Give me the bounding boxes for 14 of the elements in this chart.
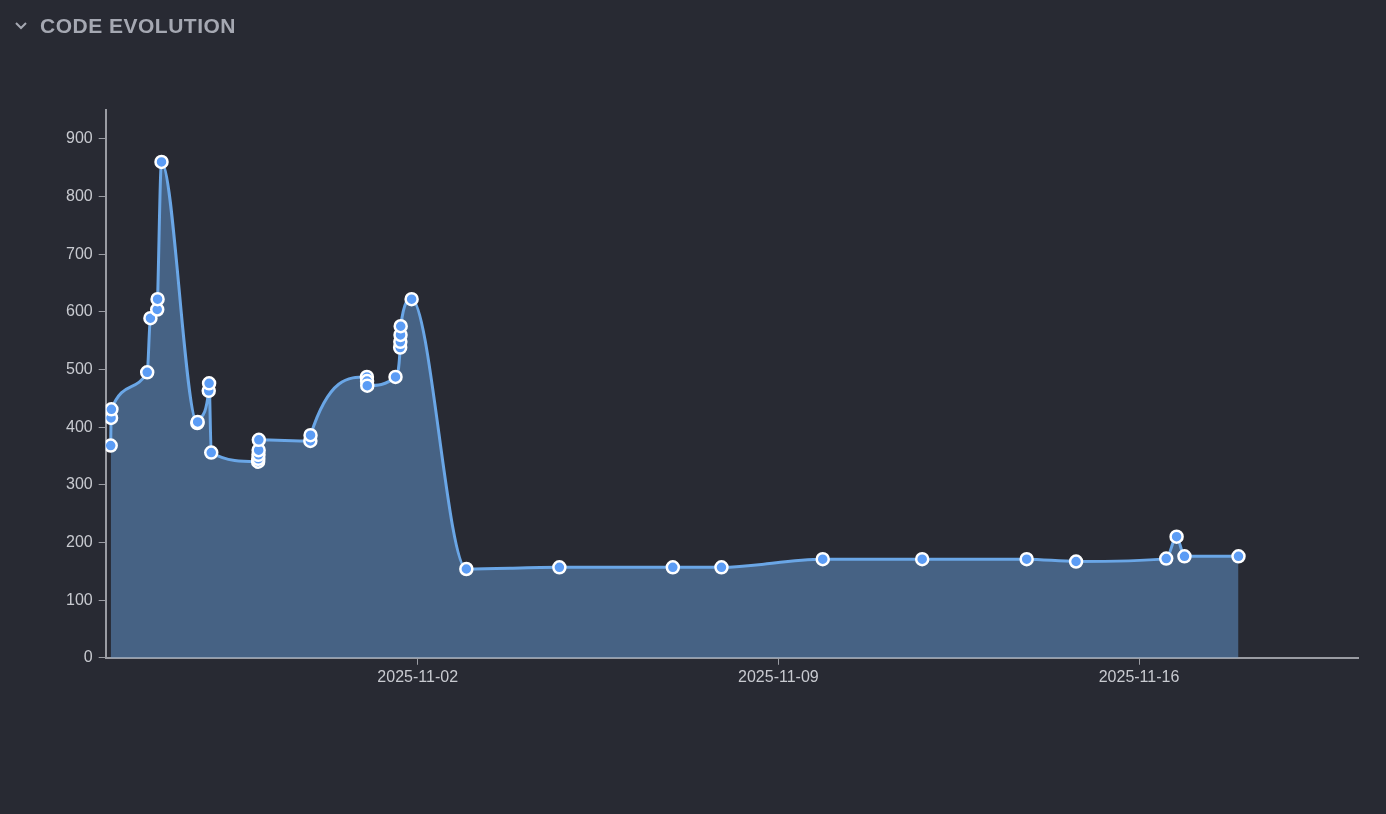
x-tick-label: 2025-11-02 xyxy=(377,667,459,685)
y-tick-label: 200 xyxy=(65,532,93,550)
y-tick-label: 400 xyxy=(65,417,93,435)
y-tick-label: 300 xyxy=(65,475,93,493)
y-tick-label: 100 xyxy=(65,590,93,608)
y-tick-label: 0 xyxy=(83,648,93,666)
x-tick-label: 2025-11-09 xyxy=(738,667,819,685)
y-tick-label: 700 xyxy=(65,244,93,262)
chart-title: CODE EVOLUTION xyxy=(40,14,237,38)
y-tick-label: 600 xyxy=(65,302,93,320)
y-tick-label: 800 xyxy=(65,186,93,204)
y-tick-label: 500 xyxy=(65,359,93,377)
x-tick-label: 2025-11-16 xyxy=(1098,667,1180,685)
y-tick-label: 900 xyxy=(65,129,93,147)
